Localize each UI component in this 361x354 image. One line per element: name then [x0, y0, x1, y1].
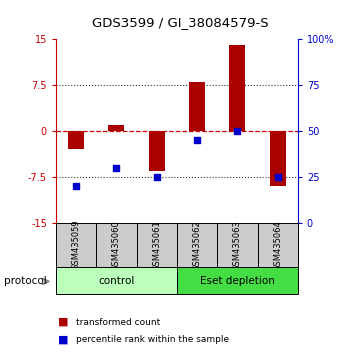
Point	[154, 174, 160, 180]
Bar	[68, 131, 84, 149]
Bar	[177, 223, 217, 267]
Point	[73, 183, 79, 189]
Bar	[108, 125, 125, 131]
Text: ■: ■	[58, 317, 68, 327]
Bar	[96, 223, 136, 267]
Text: Eset depletion: Eset depletion	[200, 275, 275, 286]
Bar	[270, 131, 286, 186]
Point	[194, 137, 200, 143]
Bar	[56, 223, 96, 267]
Bar	[229, 45, 245, 131]
Point	[235, 128, 240, 134]
Text: GSM435061: GSM435061	[152, 220, 161, 270]
Text: GSM435060: GSM435060	[112, 220, 121, 270]
Text: GSM435064: GSM435064	[273, 220, 282, 270]
Bar	[177, 267, 298, 294]
Text: control: control	[98, 275, 135, 286]
Text: ■: ■	[58, 335, 68, 345]
Text: GDS3599 / GI_38084579-S: GDS3599 / GI_38084579-S	[92, 17, 269, 29]
Bar	[189, 82, 205, 131]
Point	[114, 165, 119, 171]
Text: transformed count: transformed count	[76, 318, 160, 327]
Text: GSM435062: GSM435062	[192, 220, 201, 270]
Text: GSM435063: GSM435063	[233, 220, 242, 270]
Bar	[56, 267, 177, 294]
Bar	[217, 223, 257, 267]
Bar	[136, 223, 177, 267]
Text: percentile rank within the sample: percentile rank within the sample	[76, 335, 229, 344]
Text: protocol: protocol	[4, 276, 46, 286]
Point	[275, 174, 280, 180]
Text: GSM435059: GSM435059	[71, 220, 81, 270]
Bar	[149, 131, 165, 171]
Bar	[257, 223, 298, 267]
